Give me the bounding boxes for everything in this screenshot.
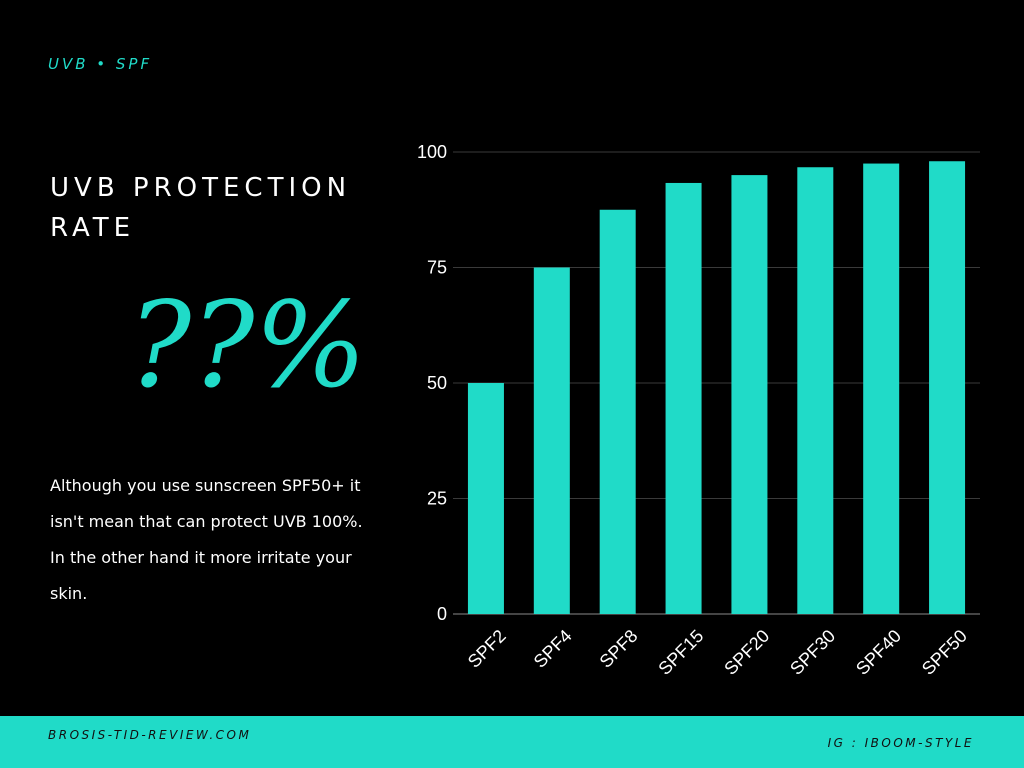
body-line-1: Although you use sunscreen SPF50+ it xyxy=(50,476,361,495)
bar-spf40 xyxy=(863,163,900,615)
y-tick-label: 50 xyxy=(427,373,447,393)
x-tick-label: SPF4 xyxy=(530,626,576,672)
y-tick-label: 25 xyxy=(427,489,447,509)
bar-spf4 xyxy=(533,267,570,614)
grid-layer xyxy=(453,151,980,615)
y-tick-labels: 0 25 50 75 100 xyxy=(417,142,447,624)
bar-spf30 xyxy=(797,167,834,614)
x-tick-label: SPF40 xyxy=(852,626,905,679)
bar-layer xyxy=(467,161,966,615)
big-percentage-text: ??% xyxy=(128,276,367,414)
bar-spf8 xyxy=(599,209,636,614)
bar-spf20 xyxy=(731,175,768,614)
headline-line-2: RATE xyxy=(50,213,136,243)
y-tick-label: 100 xyxy=(417,142,447,162)
x-tick-label: SPF50 xyxy=(918,626,971,679)
topic-tag: UVB • SPF xyxy=(48,55,153,73)
headline-line-1: UVB PROTECTION xyxy=(50,173,352,203)
bar-spf2 xyxy=(467,383,504,614)
x-tick-label: SPF15 xyxy=(654,626,707,679)
footer-bar: BROSIS-TID-REVIEW.COM IG : IBOOM-STYLE xyxy=(0,716,1024,768)
body-line-4: skin. xyxy=(50,584,88,603)
x-tick-label: SPF30 xyxy=(786,626,839,679)
x-tick-label: SPF20 xyxy=(720,626,773,679)
website-link[interactable]: BROSIS-TID-REVIEW.COM xyxy=(48,728,252,742)
instagram-handle[interactable]: IG : IBOOM-STYLE xyxy=(827,736,974,750)
bar-spf15 xyxy=(665,182,702,615)
y-tick-label: 0 xyxy=(437,604,447,624)
x-tick-label: SPF8 xyxy=(596,626,642,672)
body-line-3: In the other hand it more irritate your xyxy=(50,548,352,567)
bar-spf50 xyxy=(929,161,966,615)
x-tick-label: SPF2 xyxy=(464,626,510,672)
headline: UVB PROTECTION RATE xyxy=(50,168,390,248)
x-tick-labels: SPF2 SPF4 SPF8 SPF15 SPF20 SPF30 SPF40 SPF50 xyxy=(464,626,971,679)
body-line-2: isn't mean that can protect UVB 100%. xyxy=(50,512,363,531)
y-tick-label: 75 xyxy=(427,258,447,278)
body-paragraph: Although you use sunscreen SPF50+ it isn… xyxy=(50,468,400,612)
